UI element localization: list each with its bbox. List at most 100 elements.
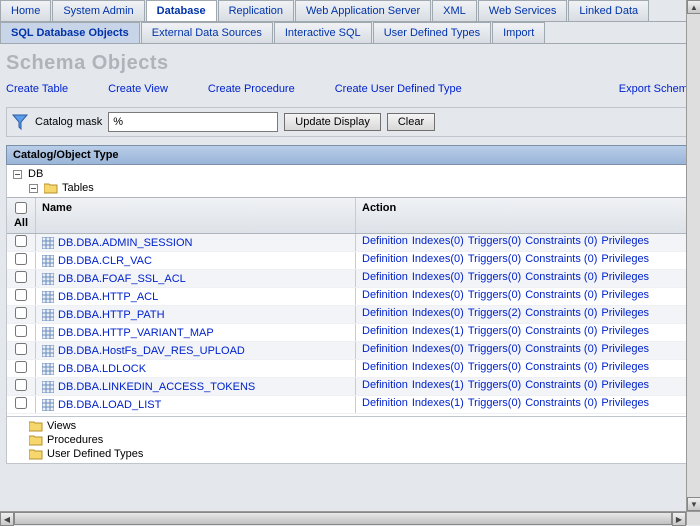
indexes-link[interactable]: Indexes(0) [412,307,464,322]
main-tab-home[interactable]: Home [0,0,51,21]
triggers-link[interactable]: Triggers(0) [468,343,521,358]
constraints-link[interactable]: Constraints (0) [525,235,597,250]
row-checkbox[interactable] [15,379,27,391]
scroll-up-button[interactable]: ▲ [687,0,700,14]
privileges-link[interactable]: Privileges [601,271,649,286]
indexes-link[interactable]: Indexes(1) [412,379,464,394]
update-display-button[interactable]: Update Display [284,113,381,131]
scroll-down-button[interactable]: ▼ [687,497,700,511]
table-name-link[interactable]: DB.DBA.ADMIN_SESSION [58,237,192,249]
tree-node-db[interactable]: DB [7,167,693,181]
constraints-link[interactable]: Constraints (0) [525,397,597,412]
clear-button[interactable]: Clear [387,113,435,131]
row-checkbox[interactable] [15,343,27,355]
vertical-scrollbar[interactable]: ▲ ▼ [686,0,700,511]
table-name-link[interactable]: DB.DBA.LOAD_LIST [58,399,161,411]
indexes-link[interactable]: Indexes(0) [412,271,464,286]
definition-link[interactable]: Definition [362,379,408,394]
row-checkbox[interactable] [15,271,27,283]
scroll-left-button[interactable]: ◀ [0,512,14,526]
definition-link[interactable]: Definition [362,235,408,250]
definition-link[interactable]: Definition [362,289,408,304]
constraints-link[interactable]: Constraints (0) [525,325,597,340]
indexes-link[interactable]: Indexes(0) [412,343,464,358]
table-name-link[interactable]: DB.DBA.HTTP_VARIANT_MAP [58,327,214,339]
main-tab-web-services[interactable]: Web Services [478,0,568,21]
table-name-link[interactable]: DB.DBA.LDLOCK [58,363,146,375]
indexes-link[interactable]: Indexes(1) [412,397,464,412]
table-name-link[interactable]: DB.DBA.HostFs_DAV_RES_UPLOAD [58,345,245,357]
triggers-link[interactable]: Triggers(0) [468,397,521,412]
tree-node-user-defined-types[interactable]: User Defined Types [7,447,693,461]
sub-tab-import[interactable]: Import [492,22,545,43]
main-tab-system-admin[interactable]: System Admin [52,0,144,21]
horizontal-scrollbar[interactable]: ◀ ▶ [0,511,686,525]
sub-tab-interactive-sql[interactable]: Interactive SQL [274,22,372,43]
privileges-link[interactable]: Privileges [601,289,649,304]
definition-link[interactable]: Definition [362,253,408,268]
row-checkbox[interactable] [15,361,27,373]
indexes-link[interactable]: Indexes(0) [412,361,464,376]
definition-link[interactable]: Definition [362,325,408,340]
scrollbar-thumb[interactable] [14,512,672,525]
constraints-link[interactable]: Constraints (0) [525,379,597,394]
export-schema-link[interactable]: Export Schema [619,83,694,95]
triggers-link[interactable]: Triggers(2) [468,307,521,322]
table-name-link[interactable]: DB.DBA.CLR_VAC [58,255,152,267]
definition-link[interactable]: Definition [362,361,408,376]
table-name-link[interactable]: DB.DBA.FOAF_SSL_ACL [58,273,186,285]
table-name-link[interactable]: DB.DBA.HTTP_ACL [58,291,158,303]
triggers-link[interactable]: Triggers(0) [468,361,521,376]
tree-node-views[interactable]: Views [7,419,693,433]
indexes-link[interactable]: Indexes(0) [412,253,464,268]
indexes-link[interactable]: Indexes(0) [412,235,464,250]
indexes-link[interactable]: Indexes(0) [412,289,464,304]
constraints-link[interactable]: Constraints (0) [525,271,597,286]
table-name-link[interactable]: DB.DBA.LINKEDIN_ACCESS_TOKENS [58,381,255,393]
main-tab-xml[interactable]: XML [432,0,477,21]
collapse-icon[interactable] [13,170,22,179]
select-all-cell[interactable]: All [7,198,35,233]
tree-node-procedures[interactable]: Procedures [7,433,693,447]
privileges-link[interactable]: Privileges [601,343,649,358]
create-view-link[interactable]: Create View [108,83,168,95]
create-table-link[interactable]: Create Table [6,83,68,95]
privileges-link[interactable]: Privileges [601,307,649,322]
definition-link[interactable]: Definition [362,343,408,358]
catalog-mask-input[interactable] [108,112,278,132]
row-checkbox[interactable] [15,253,27,265]
indexes-link[interactable]: Indexes(1) [412,325,464,340]
main-tab-web-application-server[interactable]: Web Application Server [295,0,431,21]
triggers-link[interactable]: Triggers(0) [468,289,521,304]
sub-tab-external-data-sources[interactable]: External Data Sources [141,22,273,43]
row-checkbox[interactable] [15,397,27,409]
definition-link[interactable]: Definition [362,271,408,286]
create-udt-link[interactable]: Create User Defined Type [335,83,462,95]
row-checkbox[interactable] [15,325,27,337]
sub-tab-user-defined-types[interactable]: User Defined Types [373,22,491,43]
constraints-link[interactable]: Constraints (0) [525,289,597,304]
privileges-link[interactable]: Privileges [601,325,649,340]
triggers-link[interactable]: Triggers(0) [468,325,521,340]
triggers-link[interactable]: Triggers(0) [468,235,521,250]
main-tab-linked-data[interactable]: Linked Data [568,0,649,21]
privileges-link[interactable]: Privileges [601,361,649,376]
sub-tab-sql-database-objects[interactable]: SQL Database Objects [0,22,140,43]
select-all-checkbox[interactable] [15,202,27,214]
constraints-link[interactable]: Constraints (0) [525,361,597,376]
triggers-link[interactable]: Triggers(0) [468,271,521,286]
scroll-right-button[interactable]: ▶ [672,512,686,526]
row-checkbox[interactable] [15,289,27,301]
definition-link[interactable]: Definition [362,307,408,322]
constraints-link[interactable]: Constraints (0) [525,253,597,268]
constraints-link[interactable]: Constraints (0) [525,307,597,322]
privileges-link[interactable]: Privileges [601,397,649,412]
triggers-link[interactable]: Triggers(0) [468,253,521,268]
constraints-link[interactable]: Constraints (0) [525,343,597,358]
create-procedure-link[interactable]: Create Procedure [208,83,295,95]
privileges-link[interactable]: Privileges [601,235,649,250]
tree-node-tables[interactable]: Tables [7,181,693,195]
definition-link[interactable]: Definition [362,397,408,412]
collapse-icon[interactable] [29,184,38,193]
privileges-link[interactable]: Privileges [601,379,649,394]
